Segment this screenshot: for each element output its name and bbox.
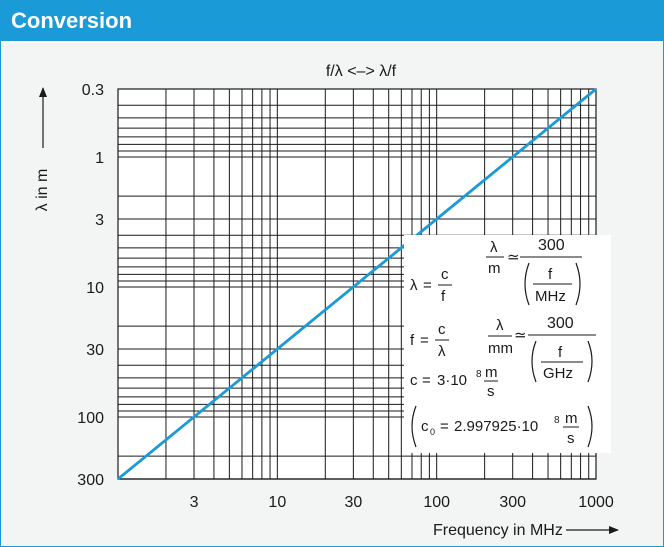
formula-approx-mm-lambda: λ	[496, 317, 504, 334]
formula-c0-lhs: c	[421, 418, 429, 435]
formula-c0-value: 2.997925·10	[454, 418, 538, 435]
formula-c-equals: =	[422, 372, 431, 389]
y-tick-label: 300	[77, 472, 104, 489]
formula-approx-mm-paren-left	[531, 340, 537, 383]
formula-lambda-lhs: λ	[410, 277, 418, 294]
formula-box-background	[404, 235, 611, 453]
y-tick-label: 100	[77, 410, 104, 427]
formula-approx-mm-den: mm	[488, 340, 513, 357]
formula-c0-exp: 8	[554, 415, 560, 426]
chart-title: f/λ <–> λ/f	[326, 63, 397, 80]
formula-c0-unit-num: m	[565, 410, 578, 427]
formula-f-num: c	[438, 321, 446, 338]
x-tick-label: 3	[190, 494, 199, 511]
y-tick-label: 0.3	[82, 82, 104, 99]
x-axis-label: Frequency in MHz	[433, 522, 563, 539]
y-tick-label: 30	[86, 342, 104, 359]
x-tick-label: 10	[268, 494, 286, 511]
x-tick-label: 100	[423, 494, 450, 511]
formula-c-value: 3·10	[437, 372, 467, 389]
formula-lambda-num: c	[441, 266, 449, 283]
formula-f-lhs: f	[410, 332, 415, 349]
formula-approx-m-inner-num: f	[548, 266, 553, 283]
panel-title: Conversion	[11, 8, 133, 33]
formula-approx-mm-300: 300	[547, 315, 574, 332]
x-tick-label: 30	[344, 494, 362, 511]
formula-c0-sub: 0	[430, 427, 435, 437]
formula-lambda-den: f	[441, 288, 446, 305]
formula-c0-paren-right	[587, 405, 593, 448]
formula-c0-unit-den: s	[567, 430, 575, 447]
formula-c-unit-num: m	[485, 364, 498, 381]
formula-c-exp: 8	[476, 369, 482, 380]
formula-lambda-equals: =	[423, 277, 432, 294]
formula-approx-mm-inner-num: f	[558, 344, 563, 361]
formula-approx-m-lambda: λ	[490, 239, 498, 256]
formula-approx-m-300: 300	[538, 237, 565, 254]
conversion-line	[117, 87, 597, 481]
grid	[118, 89, 596, 479]
formula-approx-m-den: m	[488, 260, 501, 277]
formula-box: λ = c f f = c λ c = 3·10 8 m s λ m ≃ 300…	[404, 235, 611, 453]
formula-f-den: λ	[438, 343, 446, 360]
formula-approx-m-paren-left	[524, 262, 530, 306]
y-axis-label: λ in m	[34, 169, 51, 212]
y-tick-label: 10	[86, 280, 104, 297]
formula-approx-mm-inner-den: GHz	[543, 365, 573, 382]
formula-c-lhs: c	[410, 372, 418, 389]
formula-c-unit-den: s	[487, 383, 495, 400]
formula-approx-m-paren-right	[575, 262, 581, 306]
formula-approx-mm-rel: ≃	[514, 327, 527, 344]
x-tick-label: 300	[499, 494, 526, 511]
y-tick-label: 1	[95, 150, 104, 167]
formula-approx-mm-paren-right	[587, 340, 593, 383]
x-tick-labels: 3 10 30 100 300 1000	[190, 494, 614, 511]
formula-approx-m-inner-den: MHz	[535, 288, 566, 305]
formula-c0-equals: =	[440, 418, 449, 435]
formula-approx-m-rel: ≃	[507, 249, 520, 266]
x-tick-label: 1000	[578, 494, 614, 511]
y-tick-labels: 0.3 1 3 10 30 100 300	[77, 82, 104, 489]
panel-header: Conversion	[1, 1, 663, 43]
formula-c0-paren-left	[411, 405, 417, 448]
series-layer	[117, 87, 597, 481]
formula-f-equals: =	[420, 332, 429, 349]
y-tick-label: 3	[95, 212, 104, 229]
